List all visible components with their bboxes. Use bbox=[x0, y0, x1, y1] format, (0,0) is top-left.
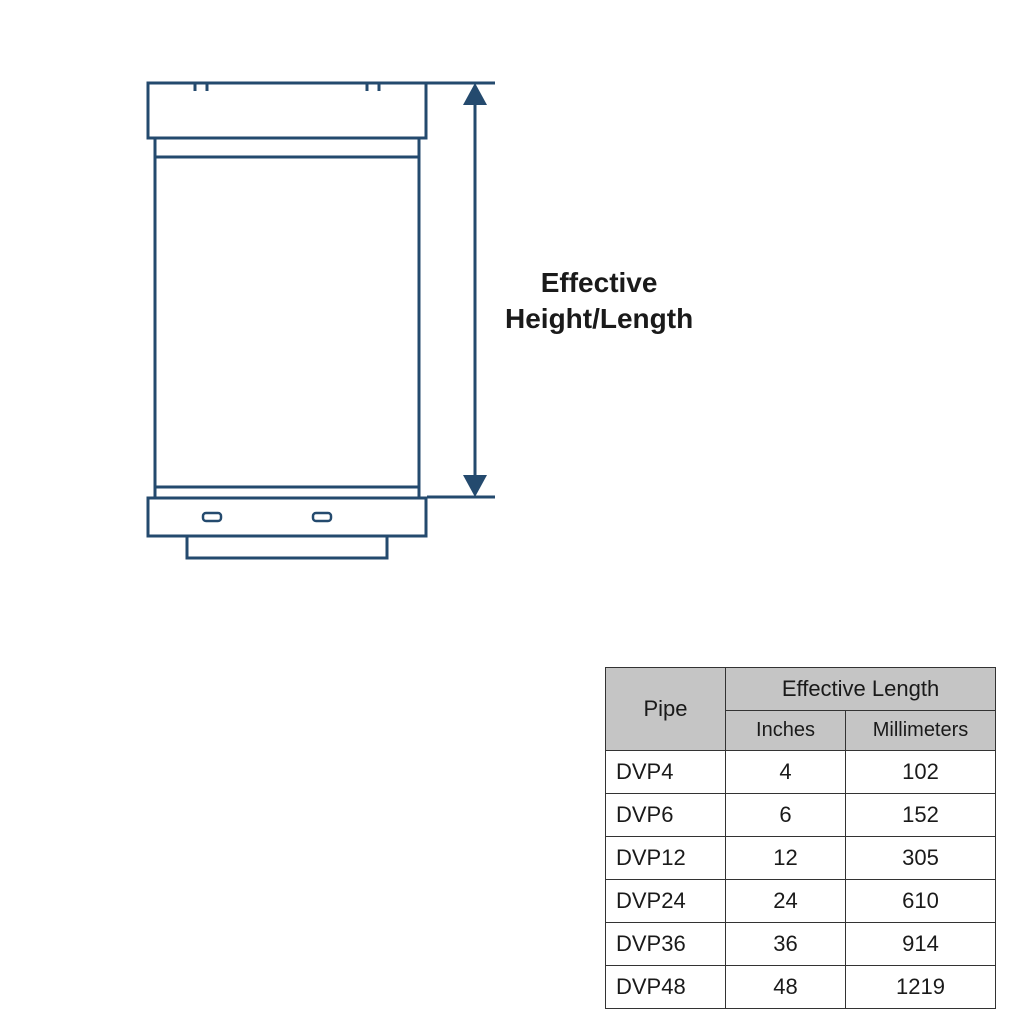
table-row: DVP4 4 102 bbox=[606, 751, 996, 794]
dimension-label-line2: Height/Length bbox=[505, 303, 693, 334]
cell-mm: 610 bbox=[846, 880, 996, 923]
dimension-label: Effective Height/Length bbox=[505, 265, 693, 338]
table-row: DVP24 24 610 bbox=[606, 880, 996, 923]
cell-mm: 1219 bbox=[846, 966, 996, 1009]
cell-inches: 48 bbox=[726, 966, 846, 1009]
dimension-label-line1: Effective bbox=[541, 267, 658, 298]
header-inches: Inches bbox=[726, 711, 846, 751]
table-row: DVP12 12 305 bbox=[606, 837, 996, 880]
specifications-table: Pipe Effective Length Inches Millimeters… bbox=[605, 667, 996, 1009]
cell-pipe: DVP48 bbox=[606, 966, 726, 1009]
cell-pipe: DVP12 bbox=[606, 837, 726, 880]
cell-inches: 6 bbox=[726, 794, 846, 837]
cell-mm: 102 bbox=[846, 751, 996, 794]
cell-mm: 305 bbox=[846, 837, 996, 880]
cell-inches: 4 bbox=[726, 751, 846, 794]
pipe-drawing bbox=[145, 75, 505, 590]
header-pipe: Pipe bbox=[606, 668, 726, 751]
cell-inches: 12 bbox=[726, 837, 846, 880]
header-effective-length: Effective Length bbox=[726, 668, 996, 711]
cell-pipe: DVP24 bbox=[606, 880, 726, 923]
cell-inches: 36 bbox=[726, 923, 846, 966]
table-row: DVP48 48 1219 bbox=[606, 966, 996, 1009]
header-millimeters: Millimeters bbox=[846, 711, 996, 751]
cell-pipe: DVP4 bbox=[606, 751, 726, 794]
table-row: DVP36 36 914 bbox=[606, 923, 996, 966]
pipe-diagram: Effective Height/Length bbox=[145, 75, 865, 635]
cell-pipe: DVP36 bbox=[606, 923, 726, 966]
cell-pipe: DVP6 bbox=[606, 794, 726, 837]
cell-mm: 152 bbox=[846, 794, 996, 837]
cell-inches: 24 bbox=[726, 880, 846, 923]
specifications-table-wrapper: Pipe Effective Length Inches Millimeters… bbox=[605, 667, 996, 1009]
cell-mm: 914 bbox=[846, 923, 996, 966]
table-row: DVP6 6 152 bbox=[606, 794, 996, 837]
